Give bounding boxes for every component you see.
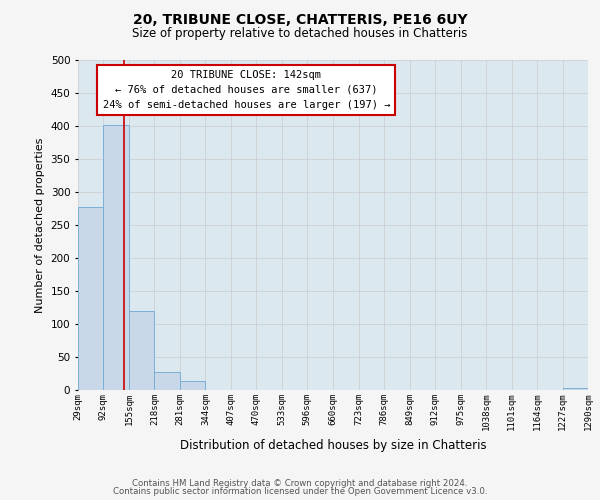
Text: Size of property relative to detached houses in Chatteris: Size of property relative to detached ho… <box>133 28 467 40</box>
Y-axis label: Number of detached properties: Number of detached properties <box>35 138 45 312</box>
Text: 20 TRIBUNE CLOSE: 142sqm
← 76% of detached houses are smaller (637)
24% of semi-: 20 TRIBUNE CLOSE: 142sqm ← 76% of detach… <box>103 70 390 110</box>
Bar <box>78 207 103 390</box>
Bar <box>180 381 205 390</box>
Bar <box>563 388 588 390</box>
Text: 20, TRIBUNE CLOSE, CHATTERIS, PE16 6UY: 20, TRIBUNE CLOSE, CHATTERIS, PE16 6UY <box>133 12 467 26</box>
Bar <box>103 126 129 390</box>
Text: Contains public sector information licensed under the Open Government Licence v3: Contains public sector information licen… <box>113 487 487 496</box>
Text: Contains HM Land Registry data © Crown copyright and database right 2024.: Contains HM Land Registry data © Crown c… <box>132 478 468 488</box>
X-axis label: Distribution of detached houses by size in Chatteris: Distribution of detached houses by size … <box>179 438 487 452</box>
Bar <box>154 372 180 390</box>
Bar <box>129 311 154 390</box>
